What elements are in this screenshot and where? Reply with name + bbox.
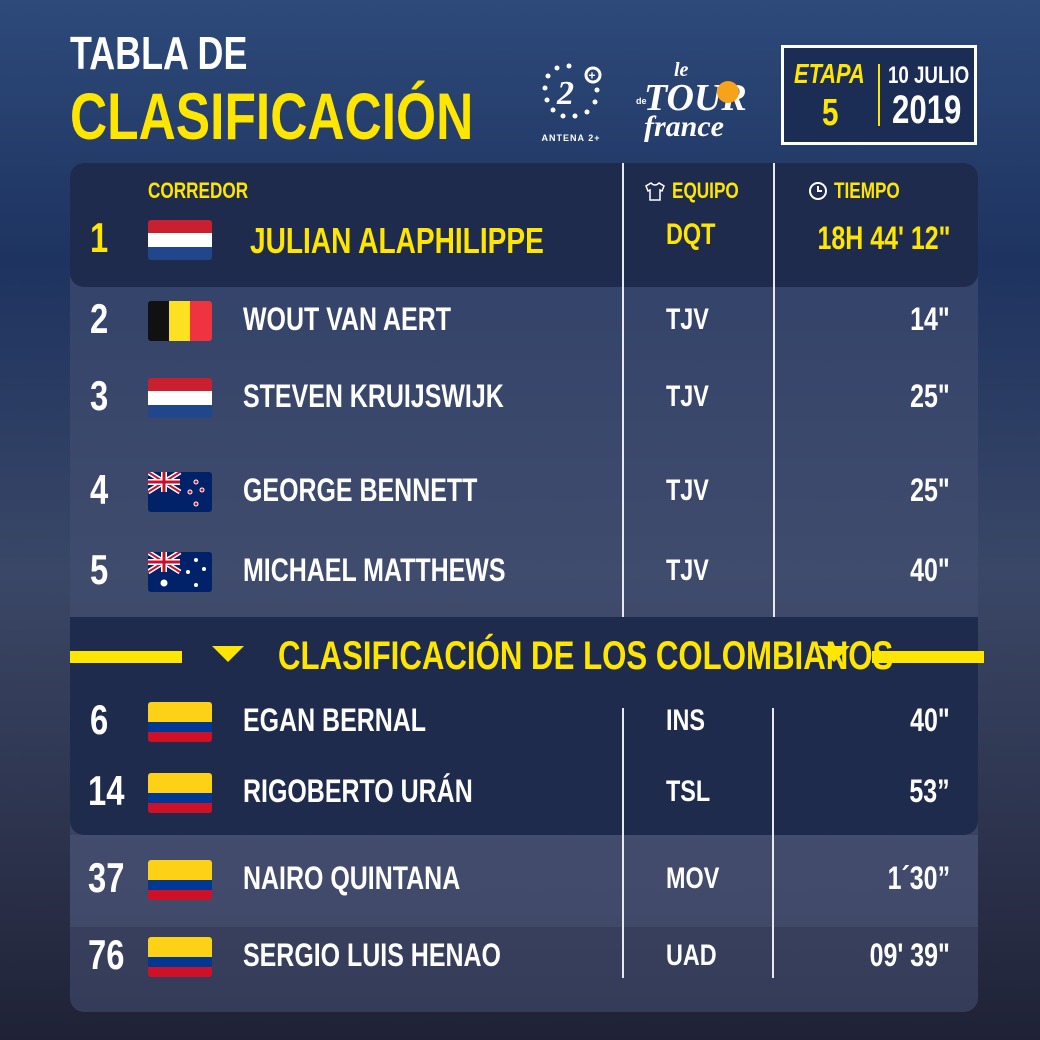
svg-text:france: france (644, 110, 724, 142)
rider-name: GEORGE BENNETT (243, 472, 478, 508)
column-divider (772, 708, 774, 978)
jersey-icon (645, 182, 665, 201)
rider-name: JULIAN ALAPHILIPPE (250, 220, 544, 261)
colombia-flag (148, 702, 212, 742)
team-code: TJV (666, 303, 709, 336)
stage-date: 10 JULIO (888, 62, 970, 89)
rider-name: WOUT VAN AERT (243, 301, 451, 337)
column-header-rider: CORREDOR (148, 178, 249, 203)
rider-name: NAIRO QUINTANA (243, 860, 461, 896)
position: 76 (88, 931, 125, 978)
svg-text:+: + (589, 69, 596, 83)
belgium-flag (148, 301, 212, 341)
tour-de-france-logo: le TOUR de france (636, 52, 747, 143)
column-header-team: EQUIPO (644, 178, 758, 204)
rider-time: 14" (910, 301, 950, 337)
title-line-2: CLASIFICACIÓN (70, 79, 474, 153)
rider-name: RIGOBERTO URÁN (243, 773, 473, 809)
triangle-down-icon (818, 646, 850, 662)
colombia-flag (148, 773, 212, 813)
stage-number: 5 (822, 92, 839, 134)
rider-time: 40" (910, 702, 950, 738)
team-code: TJV (666, 380, 709, 413)
triangle-down-icon (212, 646, 244, 662)
stage-label: ETAPA (794, 58, 865, 89)
team-code: TJV (666, 474, 709, 507)
stage-box: ETAPA 5 10 JULIO 2019 (781, 45, 977, 145)
antena2-logo: 2 + ANTENA 2+ (535, 58, 607, 143)
column-divider (773, 163, 775, 617)
rider-time: 40" (910, 552, 950, 588)
colombia-flag (148, 860, 212, 900)
netherlands-flag (148, 220, 212, 260)
team-code: TSL (666, 775, 711, 808)
section-bar-left (70, 651, 182, 663)
svg-text:2: 2 (556, 75, 574, 112)
team-code: DQT (666, 218, 716, 251)
position: 1 (90, 214, 109, 261)
position: 5 (90, 546, 109, 593)
svg-text:de: de (636, 96, 647, 106)
rider-time: 1´30” (887, 860, 950, 896)
standings-panel (70, 163, 978, 1012)
position: 4 (90, 466, 109, 513)
rider-name: EGAN BERNAL (243, 702, 427, 738)
team-code: TJV (666, 554, 709, 587)
title-line-1: TABLA DE (70, 27, 248, 79)
new-zealand-flag (148, 472, 212, 512)
netherlands-flag (148, 378, 212, 418)
section-bar-right (872, 651, 984, 663)
position: 3 (90, 372, 109, 419)
rider-name: STEVEN KRUIJSWIJK (243, 378, 504, 414)
rider-time: 53” (909, 773, 950, 809)
rider-time: 09' 39" (869, 937, 950, 973)
row-band (70, 835, 978, 927)
rider-time: 25" (910, 472, 950, 508)
stage-year: 2019 (892, 88, 962, 132)
rider-time: 25" (910, 378, 950, 414)
leader-band (70, 163, 978, 287)
stage-divider (878, 64, 880, 126)
position: 6 (90, 696, 109, 743)
column-header-time: TIEMPO (808, 178, 918, 204)
position: 37 (88, 854, 125, 901)
rider-name: MICHAEL MATTHEWS (243, 552, 506, 588)
team-code: UAD (666, 939, 717, 972)
rider-time: 18H 44' 12" (817, 220, 950, 256)
column-divider (622, 163, 624, 617)
team-code: MOV (666, 862, 720, 895)
team-code: INS (666, 704, 706, 737)
australia-flag (148, 552, 212, 592)
position: 2 (90, 295, 109, 342)
position: 14 (88, 767, 125, 814)
column-divider (622, 708, 624, 978)
colombia-flag (148, 937, 212, 977)
rider-name: SERGIO LUIS HENAO (243, 937, 501, 973)
antena2-label: ANTENA 2+ (541, 133, 601, 143)
clock-icon (809, 182, 827, 200)
svg-text:le: le (674, 59, 689, 81)
section-title: CLASIFICACIÓN DE LOS COLOMBIANOS (278, 634, 894, 678)
